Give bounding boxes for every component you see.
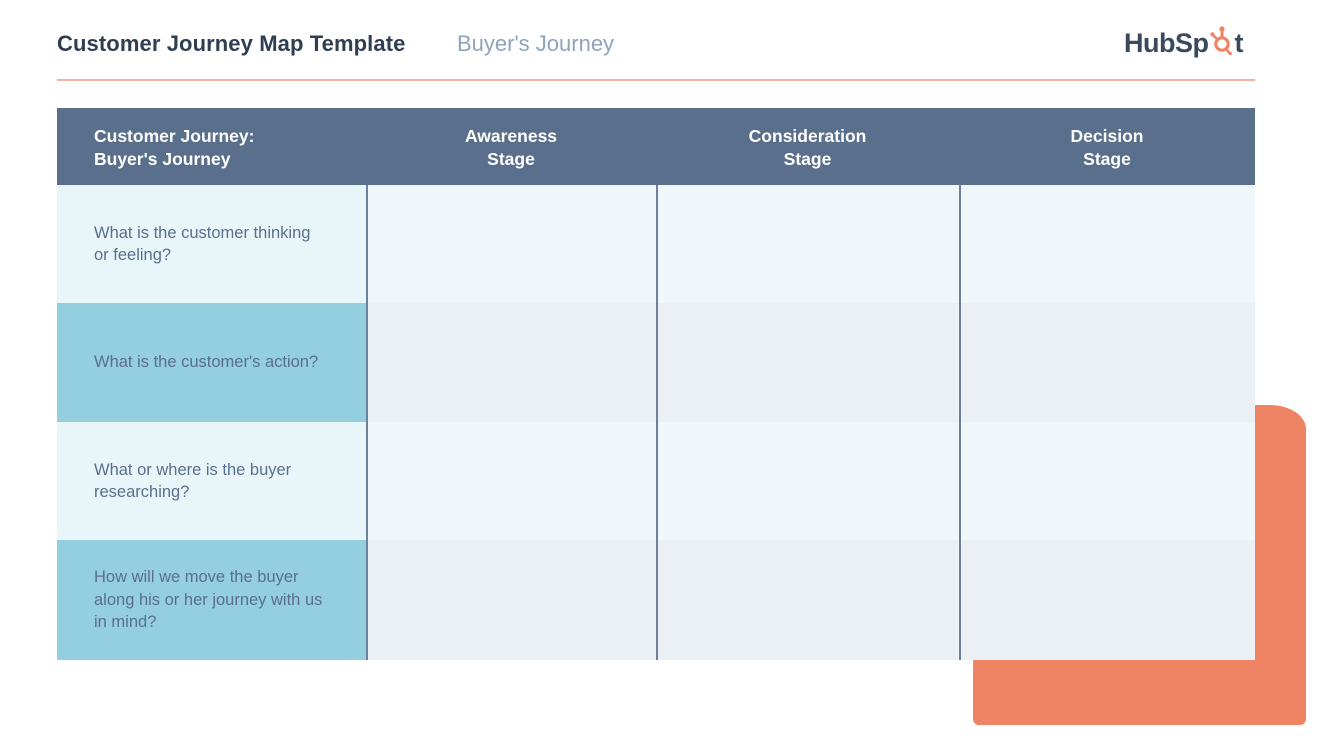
- cell-action-decision[interactable]: [959, 303, 1255, 422]
- cell-move-buyer-decision[interactable]: [959, 540, 1255, 660]
- header-divider: [57, 79, 1255, 81]
- cell-move-buyer-consideration[interactable]: [656, 540, 959, 660]
- row-label-researching: What or where is the buyer researching?: [57, 422, 366, 540]
- journey-table: Customer Journey: Buyer's Journey Awaren…: [57, 108, 1255, 660]
- row-label-action: What is the customer's action?: [57, 303, 366, 422]
- column-header-decision: Decision Stage: [959, 108, 1255, 185]
- cell-thinking-decision[interactable]: [959, 185, 1255, 303]
- hubspot-logo: HubSp t: [1124, 25, 1244, 62]
- cell-thinking-consideration[interactable]: [656, 185, 959, 303]
- column-header-awareness: Awareness Stage: [366, 108, 656, 185]
- page-subtitle: Buyer's Journey: [457, 31, 615, 56]
- logo-text-right: t: [1234, 27, 1244, 58]
- page-title: Customer Journey Map Template: [57, 31, 406, 56]
- row-label-move-buyer: How will we move the buyer along his or …: [57, 540, 366, 660]
- row-label-thinking: What is the customer thinking or feeling…: [57, 185, 366, 303]
- cell-action-consideration[interactable]: [656, 303, 959, 422]
- cell-researching-decision[interactable]: [959, 422, 1255, 540]
- logo-text-left: HubSp: [1124, 27, 1209, 58]
- column-header-journey: Customer Journey: Buyer's Journey: [57, 108, 366, 185]
- column-header-consideration: Consideration Stage: [656, 108, 959, 185]
- sprocket-icon: [1209, 25, 1234, 62]
- header: Customer Journey Map Template Buyer's Jo…: [57, 25, 1255, 64]
- cell-researching-consideration[interactable]: [656, 422, 959, 540]
- cell-move-buyer-awareness[interactable]: [366, 540, 656, 660]
- cell-action-awareness[interactable]: [366, 303, 656, 422]
- cell-thinking-awareness[interactable]: [366, 185, 656, 303]
- cell-researching-awareness[interactable]: [366, 422, 656, 540]
